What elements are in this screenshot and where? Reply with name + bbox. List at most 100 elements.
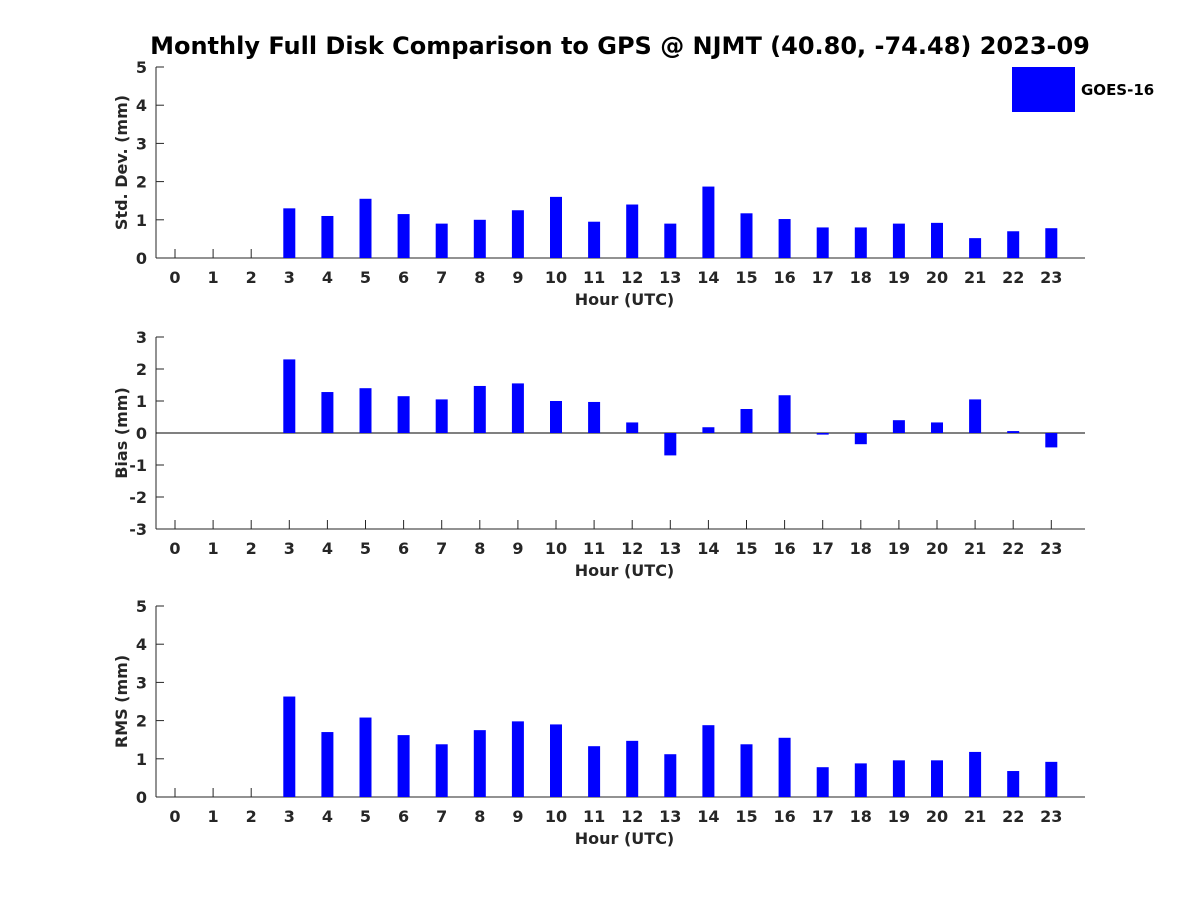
y-tick-label: -2 bbox=[129, 488, 147, 507]
bar-hour-3 bbox=[283, 696, 296, 797]
x-tick-label: 3 bbox=[284, 807, 295, 826]
x-tick-label: 23 bbox=[1040, 807, 1062, 826]
bar-hour-18 bbox=[854, 227, 867, 258]
bar-hour-10 bbox=[550, 196, 562, 258]
x-tick-label: 11 bbox=[583, 539, 605, 558]
bar-hour-9 bbox=[511, 721, 524, 797]
y-tick-label: 0 bbox=[136, 249, 147, 268]
x-tick-label: 22 bbox=[1002, 539, 1024, 558]
bar-hour-5 bbox=[359, 388, 372, 433]
legend-label: GOES-16 bbox=[1081, 81, 1154, 99]
x-tick-label: 17 bbox=[812, 807, 834, 826]
bar-hour-5 bbox=[359, 717, 372, 797]
x-tick-label: 17 bbox=[812, 539, 834, 558]
bar-hour-17 bbox=[816, 227, 829, 258]
x-tick-label: 18 bbox=[850, 539, 872, 558]
bar-hour-16 bbox=[778, 219, 791, 258]
x-tick-label: 16 bbox=[773, 539, 795, 558]
x-tick-label: 9 bbox=[512, 807, 523, 826]
x-tick-label: 10 bbox=[545, 539, 567, 558]
bar-hour-22 bbox=[1007, 771, 1020, 797]
x-tick-label: 17 bbox=[812, 268, 834, 287]
x-tick-label: 11 bbox=[583, 807, 605, 826]
x-tick-label: 5 bbox=[360, 807, 371, 826]
bar-hour-19 bbox=[892, 760, 905, 797]
x-tick-label: 23 bbox=[1040, 268, 1062, 287]
x-tick-label: 14 bbox=[697, 807, 719, 826]
x-tick-label: 7 bbox=[436, 539, 447, 558]
y-tick-label: 1 bbox=[136, 392, 147, 411]
bar-hour-5 bbox=[359, 198, 372, 258]
y-tick-label: 0 bbox=[136, 424, 147, 443]
bar-hour-8 bbox=[473, 730, 486, 797]
bar-hour-14 bbox=[702, 186, 715, 258]
bar-hour-23 bbox=[1045, 228, 1058, 258]
bar-hour-12 bbox=[626, 740, 639, 797]
x-tick-label: 9 bbox=[512, 539, 523, 558]
x-axis-label: Hour (UTC) bbox=[575, 290, 675, 309]
x-tick-label: 0 bbox=[169, 539, 180, 558]
bar-hour-11 bbox=[588, 746, 601, 797]
y-tick-label: 4 bbox=[136, 96, 147, 115]
bar-hour-14 bbox=[702, 725, 715, 797]
bar-hour-18 bbox=[854, 763, 867, 797]
bar-hour-9 bbox=[511, 210, 524, 258]
bar-hour-20 bbox=[931, 760, 943, 797]
y-tick-label: 3 bbox=[136, 328, 147, 347]
y-tick-label: 1 bbox=[136, 211, 147, 230]
x-tick-label: 22 bbox=[1002, 268, 1024, 287]
y-tick-label: -1 bbox=[129, 456, 147, 475]
bar-hour-20 bbox=[931, 422, 943, 433]
x-tick-label: 16 bbox=[773, 807, 795, 826]
legend: GOES-16 bbox=[1012, 67, 1154, 112]
x-tick-label: 18 bbox=[850, 268, 872, 287]
x-tick-label: 8 bbox=[474, 268, 485, 287]
x-tick-label: 15 bbox=[735, 539, 757, 558]
x-tick-label: 18 bbox=[850, 807, 872, 826]
x-tick-label: 12 bbox=[621, 539, 643, 558]
x-tick-label: 21 bbox=[964, 268, 986, 287]
x-tick-label: 1 bbox=[208, 268, 219, 287]
y-tick-label: 4 bbox=[136, 635, 147, 654]
x-tick-label: 19 bbox=[888, 539, 910, 558]
bar-hour-9 bbox=[511, 383, 524, 433]
x-tick-label: 20 bbox=[926, 268, 948, 287]
bar-hour-12 bbox=[626, 204, 639, 258]
x-tick-label: 11 bbox=[583, 268, 605, 287]
bar-hour-23 bbox=[1045, 761, 1058, 797]
x-tick-label: 4 bbox=[322, 539, 333, 558]
bar-hour-3 bbox=[283, 208, 296, 258]
y-tick-label: 5 bbox=[136, 58, 147, 77]
x-tick-label: 19 bbox=[888, 807, 910, 826]
x-tick-label: 22 bbox=[1002, 807, 1024, 826]
bar-hour-17 bbox=[816, 433, 829, 435]
bar-hour-12 bbox=[626, 422, 639, 433]
bar-hour-21 bbox=[969, 399, 982, 433]
y-tick-label: -3 bbox=[129, 520, 147, 539]
x-tick-label: 2 bbox=[246, 268, 257, 287]
x-tick-label: 4 bbox=[322, 268, 333, 287]
x-tick-label: 0 bbox=[169, 807, 180, 826]
x-tick-label: 7 bbox=[436, 807, 447, 826]
bar-hour-8 bbox=[473, 219, 486, 258]
bar-hour-11 bbox=[588, 401, 601, 433]
bar-hour-21 bbox=[969, 238, 982, 258]
bar-hour-4 bbox=[321, 215, 334, 258]
x-tick-label: 8 bbox=[474, 539, 485, 558]
x-tick-label: 8 bbox=[474, 807, 485, 826]
bar-hour-13 bbox=[664, 433, 677, 456]
x-tick-label: 1 bbox=[208, 539, 219, 558]
x-tick-label: 2 bbox=[246, 807, 257, 826]
chart-title: Monthly Full Disk Comparison to GPS @ NJ… bbox=[150, 32, 1090, 60]
bar-hour-15 bbox=[740, 213, 753, 258]
bar-hour-16 bbox=[778, 395, 791, 433]
y-axis-label: Bias (mm) bbox=[112, 387, 131, 479]
bar-hour-21 bbox=[969, 751, 982, 797]
bar-hour-15 bbox=[740, 744, 753, 797]
y-tick-label: 1 bbox=[136, 750, 147, 769]
x-tick-label: 1 bbox=[208, 807, 219, 826]
bar-hour-15 bbox=[740, 409, 753, 433]
bar-hour-16 bbox=[778, 737, 791, 797]
